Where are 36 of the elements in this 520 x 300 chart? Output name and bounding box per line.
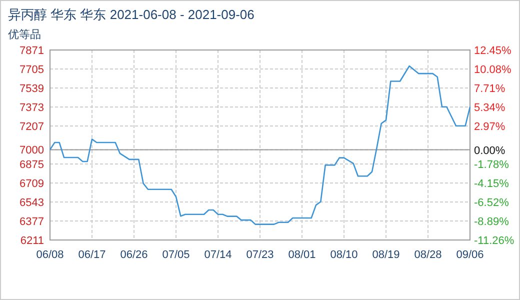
y2-tick-label: 5.34% <box>474 102 506 114</box>
x-tick-label: 07/05 <box>162 249 190 261</box>
y2-tick-label: -8.89% <box>474 216 510 228</box>
x-tick-label: 09/06 <box>456 249 484 261</box>
x-tick-label: 06/17 <box>78 249 106 261</box>
x-tick-label: 07/14 <box>204 249 232 261</box>
y-tick-label: 7871 <box>20 45 44 57</box>
y-tick-label: 6377 <box>20 216 44 228</box>
line-series <box>49 65 471 225</box>
x-tick-label: 08/28 <box>414 249 442 261</box>
y-tick-label: 7373 <box>20 102 44 114</box>
y2-tick-label: -11.26% <box>474 235 514 247</box>
x-tick-label: 08/01 <box>288 249 316 261</box>
x-tick-label: 08/10 <box>330 249 358 261</box>
y-tick-label: 7705 <box>20 64 44 76</box>
y-tick-label: 7000 <box>20 144 44 157</box>
chart-subtitle: 优等品 <box>8 29 41 41</box>
y2-tick-label: 0.00% <box>474 144 506 157</box>
y2-tick-label: -6.52% <box>474 197 510 210</box>
y-tick-label: 6875 <box>20 159 44 171</box>
y2-tick-label: 2.97% <box>474 120 506 133</box>
y2-tick-label: -4.15% <box>474 178 510 190</box>
y-tick-label: 6709 <box>20 178 44 190</box>
x-tick-label: 06/26 <box>120 249 148 261</box>
y-tick-label: 7207 <box>20 121 44 133</box>
chart-title: 异丙醇 华东 华东 2021-06-08 - 2021-09-06 <box>8 7 254 22</box>
x-tick-label: 08/19 <box>372 249 400 261</box>
y-tick-label: 6543 <box>20 197 44 209</box>
y2-tick-label: 7.71% <box>474 82 506 95</box>
y-tick-label: 6211 <box>20 235 44 247</box>
y2-tick-label: 12.45% <box>474 45 512 57</box>
y-tick-label: 7539 <box>20 83 44 95</box>
y2-tick-label: -1.78% <box>474 159 510 172</box>
x-tick-label: 07/23 <box>246 249 274 261</box>
x-tick-label: 06/08 <box>36 249 64 261</box>
y2-tick-label: 10.08% <box>474 64 512 76</box>
